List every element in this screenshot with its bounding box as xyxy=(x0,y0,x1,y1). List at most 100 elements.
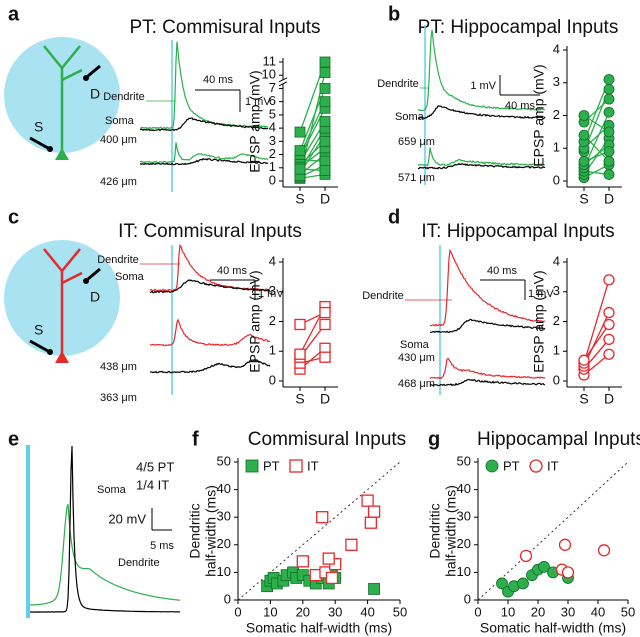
identity-line xyxy=(477,461,629,601)
y-tick-label: 0 xyxy=(464,591,471,606)
depth-label: 468 μm xyxy=(398,378,435,390)
panel-letter: d xyxy=(388,206,400,228)
trace-label: Soma xyxy=(400,339,430,351)
x-tick-label: 0 xyxy=(234,604,241,619)
trace-label: Soma xyxy=(115,271,145,283)
scale-label: 1 mV xyxy=(528,288,554,300)
x-tick-label: 30 xyxy=(561,604,575,619)
y-tick-label: 0 xyxy=(269,372,276,387)
y-tick-label: 6 xyxy=(269,93,276,108)
y-axis-label: EPSP amp (mV) xyxy=(531,270,547,372)
soma-icon xyxy=(55,351,69,363)
pair-line xyxy=(583,279,610,364)
dendrite-branch xyxy=(61,248,81,272)
x-tick-label: D xyxy=(320,391,330,407)
y-axis-label: half-width (ms) xyxy=(203,485,219,577)
y-tick-label: 1 xyxy=(553,343,560,358)
chart-title: Hippocampal Inputs xyxy=(477,429,640,450)
y-tick-label: 0 xyxy=(553,172,560,187)
x-tick-label: D xyxy=(604,191,614,207)
x-axis-label: Somatic half-width (ms) xyxy=(480,620,626,636)
x-tick-label: 50 xyxy=(621,604,635,619)
x-tick-label: 0 xyxy=(474,604,481,619)
x-tick-label: S xyxy=(295,391,304,407)
marker xyxy=(319,83,331,94)
y-tick-label: 50 xyxy=(217,453,231,468)
legend-label: IT xyxy=(547,458,559,473)
trace xyxy=(149,318,271,347)
marker xyxy=(603,126,615,138)
marker xyxy=(496,577,508,590)
y-axis-label: EPSP amp (mV) xyxy=(247,70,263,172)
trace-label: Soma xyxy=(105,115,135,127)
trace xyxy=(140,117,269,132)
x-tick-label: S xyxy=(579,191,588,207)
trace xyxy=(29,503,181,606)
x-tick-label: D xyxy=(320,191,330,207)
electrode xyxy=(87,267,101,281)
marker xyxy=(603,348,615,360)
y-tick-label: 3 xyxy=(553,283,560,298)
panel-title: PT: Hippocampal Inputs xyxy=(418,17,619,38)
panel-title: PT: Commisural Inputs xyxy=(129,17,320,38)
x-tick-label: 10 xyxy=(263,604,277,619)
marker xyxy=(578,155,590,167)
y-axis-label: half-width (ms) xyxy=(443,485,459,577)
y-tick-label: 2 xyxy=(553,313,560,328)
marker xyxy=(345,538,358,551)
x-tick-label: S xyxy=(579,391,588,407)
trace xyxy=(429,318,546,334)
marker xyxy=(578,354,590,366)
scale-label: 40 ms xyxy=(217,265,247,277)
trace xyxy=(29,445,181,613)
trace xyxy=(417,162,546,170)
y-tick-label: 10 xyxy=(217,564,231,579)
y-tick-label: 1 xyxy=(269,159,276,174)
y-tick-label: 7 xyxy=(269,80,276,95)
soma-icon xyxy=(55,148,69,160)
pair-line xyxy=(583,324,610,361)
count-label: 4/5 PT xyxy=(136,459,174,474)
marker xyxy=(538,560,550,573)
scale-label: 20 mV xyxy=(108,511,146,526)
panel-letter: f xyxy=(192,428,199,450)
depth-label: 438 μm xyxy=(100,361,137,373)
y-tick-label: 5 xyxy=(269,106,276,121)
x-tick-label: 40 xyxy=(360,604,374,619)
legend-marker xyxy=(289,459,303,473)
diagram-label: S xyxy=(34,322,43,338)
legend-label: PT xyxy=(503,458,520,473)
marker xyxy=(603,306,615,319)
x-tick-label: 10 xyxy=(501,604,515,619)
electrode xyxy=(29,136,49,150)
marker xyxy=(294,348,306,360)
marker xyxy=(603,169,615,180)
dendrite-branch xyxy=(61,271,83,285)
diagram-label: S xyxy=(34,119,43,135)
marker xyxy=(519,549,533,562)
y-tick-label: 4 xyxy=(269,253,276,268)
legend-marker xyxy=(245,459,259,473)
trace-label: Dendrite xyxy=(118,557,160,569)
marker xyxy=(319,96,331,108)
marker xyxy=(294,126,306,138)
dendrite-branch xyxy=(61,68,83,82)
marker xyxy=(603,318,615,331)
marker xyxy=(322,552,335,565)
marker xyxy=(325,571,339,585)
depth-label: 426 μm xyxy=(100,176,137,188)
y-tick-label: 0 xyxy=(553,372,560,387)
trace xyxy=(139,158,269,166)
y-axis-label: EPSP amp (mV) xyxy=(247,270,263,372)
marker xyxy=(578,110,590,121)
electrode-tip xyxy=(47,146,53,152)
electrode xyxy=(87,64,101,78)
chart-title: Commisural Inputs xyxy=(248,429,406,450)
trace xyxy=(417,105,546,120)
y-tick-label: 3 xyxy=(269,283,276,298)
y-tick-label: 4 xyxy=(553,253,560,268)
marker xyxy=(319,67,331,78)
x-axis-label: Somatic half-width (ms) xyxy=(246,620,392,636)
y-tick-label: 11 xyxy=(263,53,277,68)
